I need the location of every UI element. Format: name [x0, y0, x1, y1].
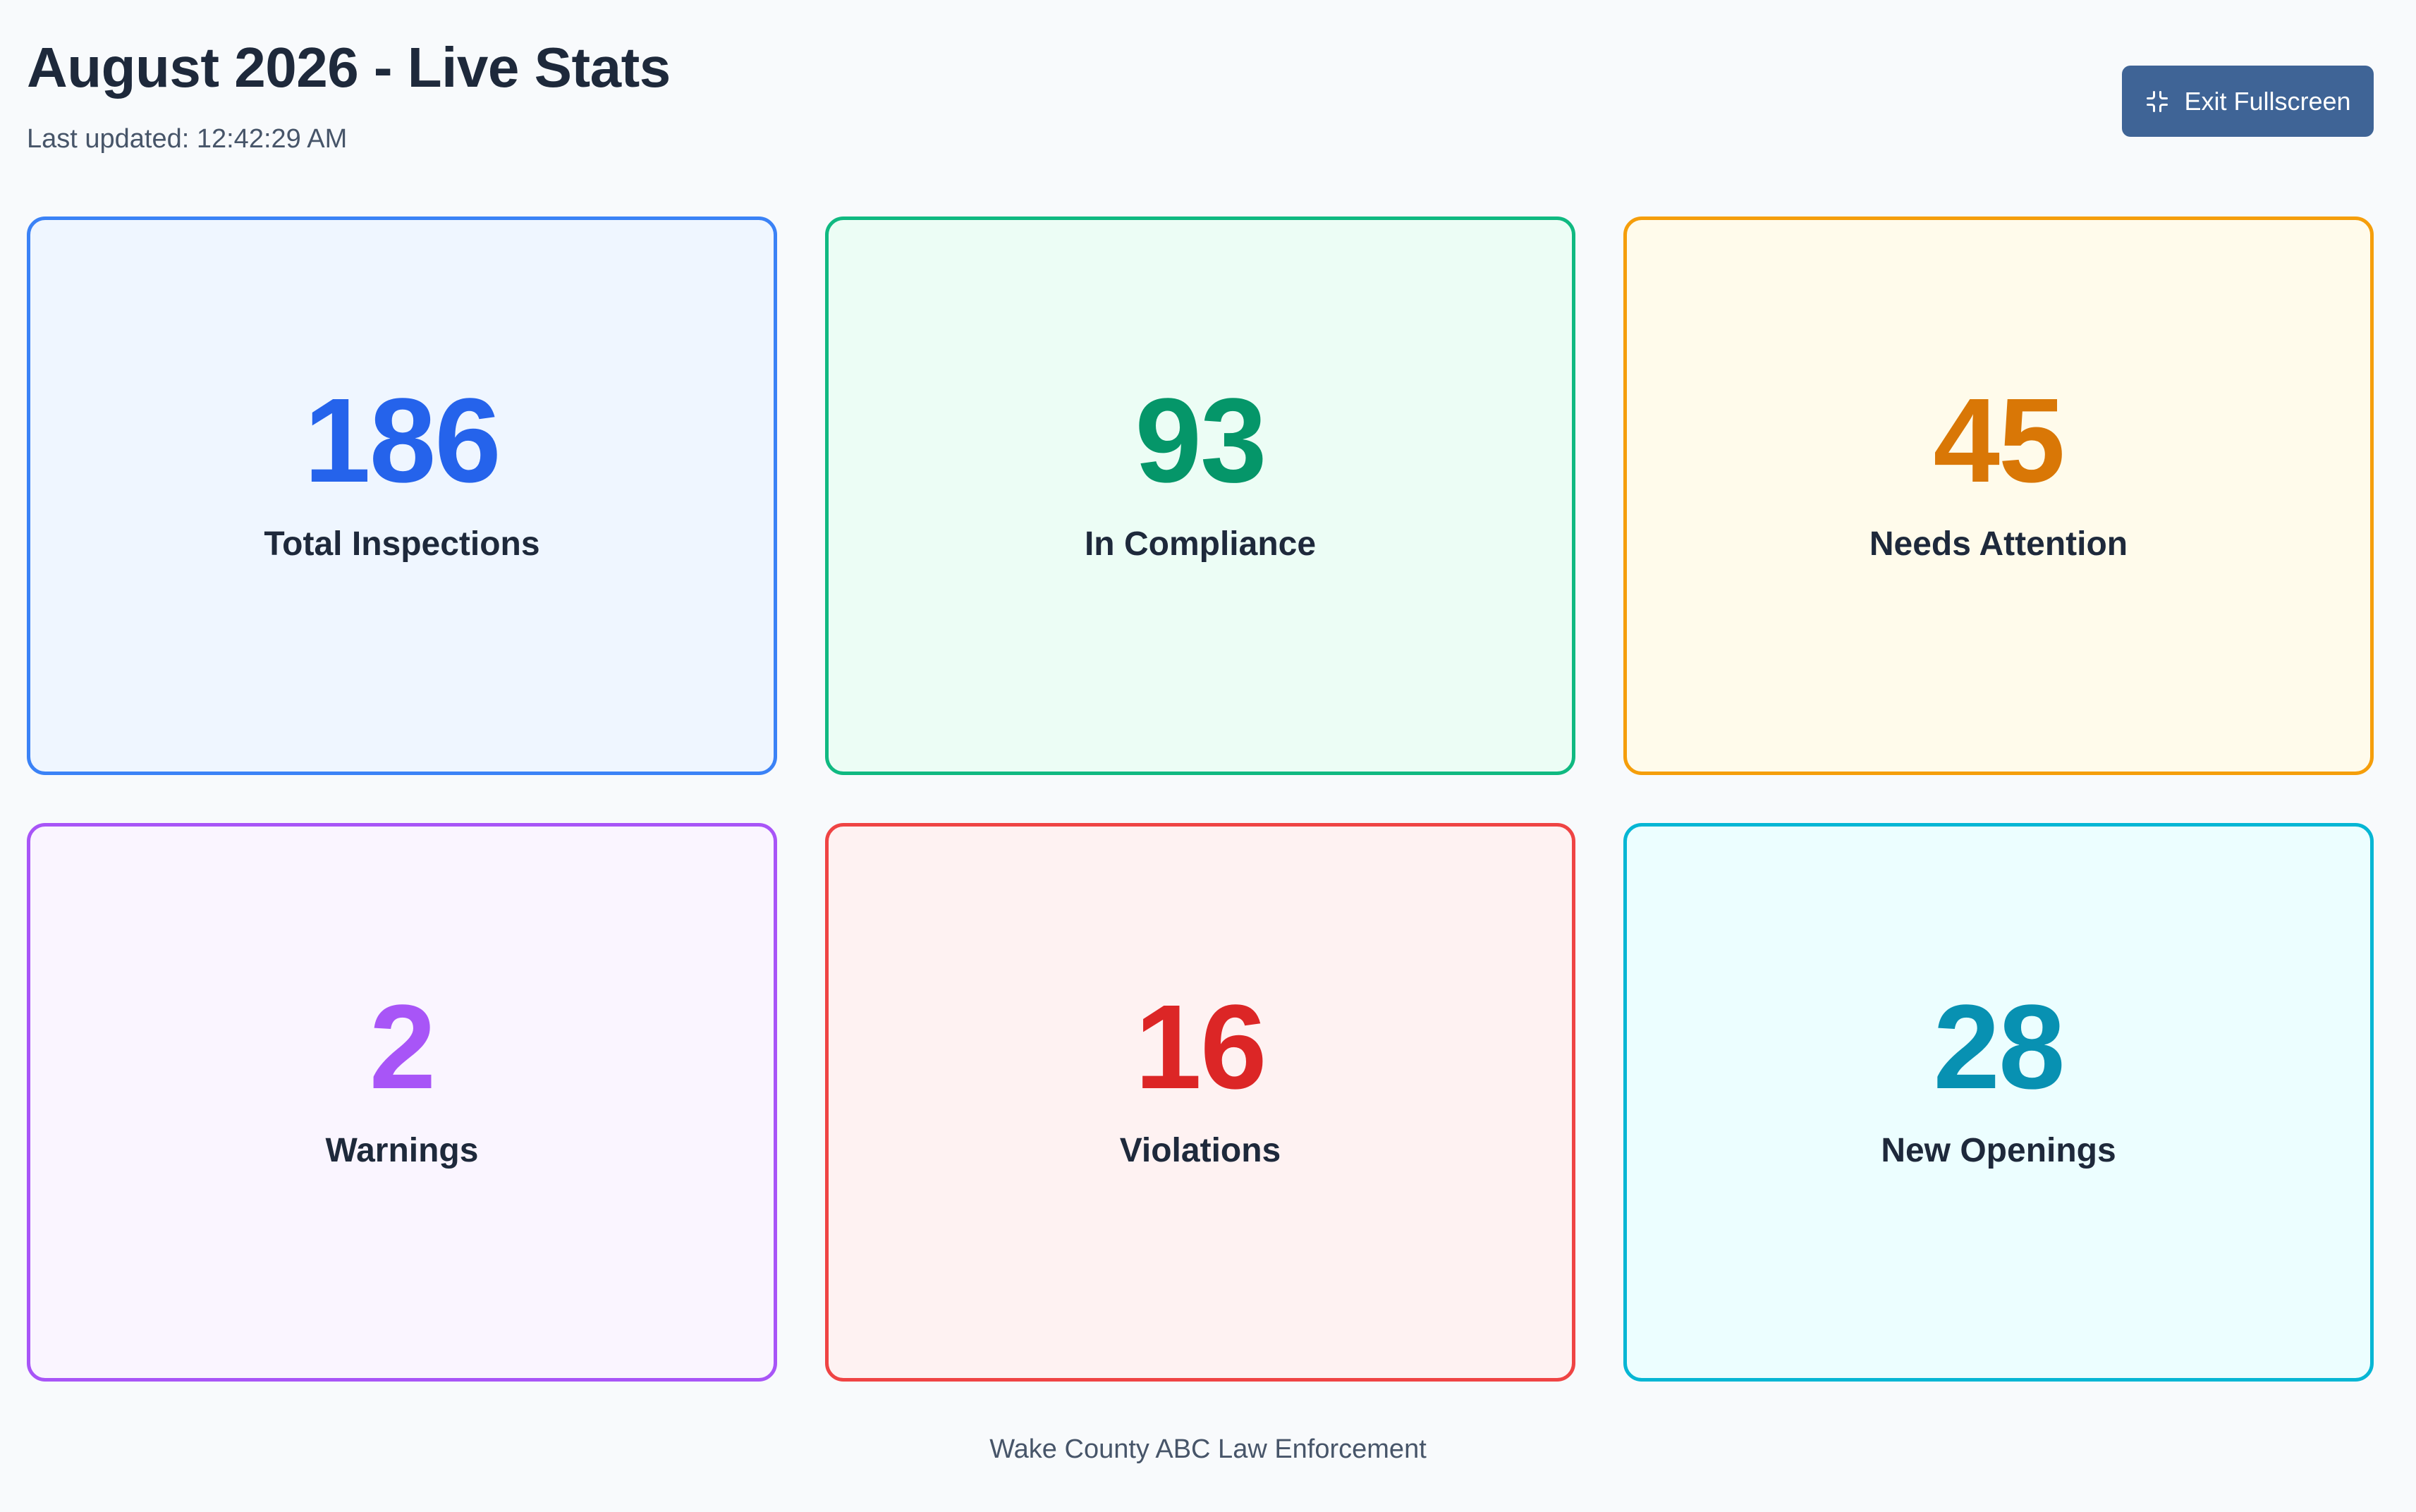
- page-header: August 2026 - Live Stats Last updated: 1…: [27, 36, 671, 154]
- stat-label: In Compliance: [1084, 525, 1317, 563]
- stat-card-needs-attention: 45 Needs Attention: [1623, 217, 2374, 775]
- stat-label: New Openings: [1881, 1132, 2116, 1169]
- stat-value: 16: [1135, 980, 1267, 1114]
- stat-value: 93: [1135, 374, 1267, 508]
- page-title: August 2026 - Live Stats: [27, 36, 671, 99]
- stat-card-warnings: 2 Warnings: [27, 823, 777, 1382]
- stat-card-violations: 16 Violations: [825, 823, 1575, 1382]
- stats-grid: 186 Total Inspections 93 In Compliance 4…: [27, 217, 2374, 1382]
- stat-value: 186: [304, 374, 501, 508]
- stat-label: Needs Attention: [1869, 525, 2128, 563]
- footer-text: Wake County ABC Law Enforcement: [989, 1434, 1427, 1464]
- stat-value: 28: [1933, 980, 2065, 1114]
- minimize-icon: [2147, 90, 2168, 112]
- stat-card-new-openings: 28 New Openings: [1623, 823, 2374, 1382]
- exit-fullscreen-label: Exit Fullscreen: [2184, 86, 2351, 116]
- stat-label: Violations: [1119, 1132, 1281, 1169]
- stat-card-in-compliance: 93 In Compliance: [825, 217, 1575, 775]
- stat-label: Total Inspections: [264, 525, 540, 563]
- stat-label: Warnings: [325, 1132, 479, 1169]
- stat-value: 45: [1933, 374, 2065, 508]
- exit-fullscreen-button[interactable]: Exit Fullscreen: [2122, 66, 2374, 137]
- stat-value: 2: [369, 980, 437, 1114]
- last-updated-timestamp: Last updated: 12:42:29 AM: [27, 124, 348, 154]
- stat-card-total-inspections: 186 Total Inspections: [27, 217, 777, 775]
